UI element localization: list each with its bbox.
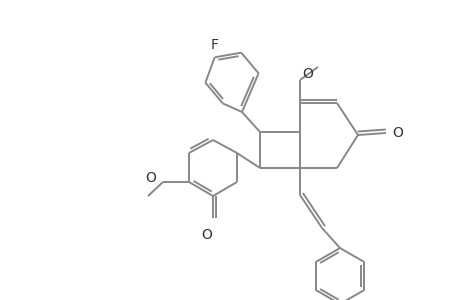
Text: O: O <box>201 228 212 242</box>
Text: F: F <box>210 38 218 52</box>
Text: O: O <box>145 171 156 185</box>
Text: O: O <box>302 67 312 81</box>
Text: O: O <box>391 126 402 140</box>
